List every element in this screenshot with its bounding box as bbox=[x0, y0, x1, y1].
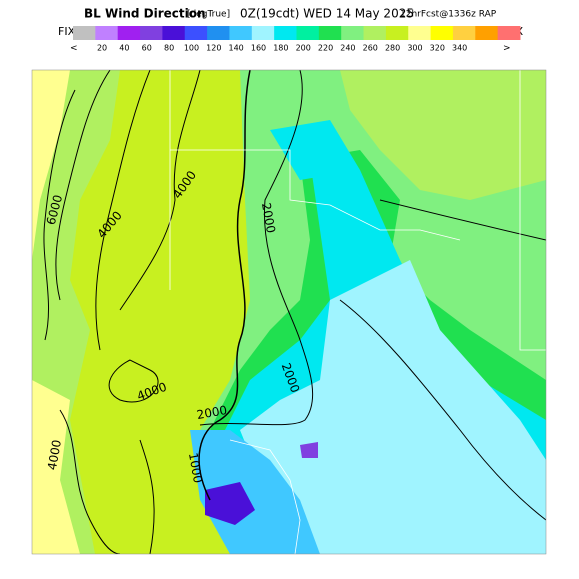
colorbar-swatch bbox=[95, 26, 119, 40]
title-units: [degTrue] bbox=[187, 10, 230, 20]
colorbar-label: 180 bbox=[273, 44, 288, 53]
colorbar-label: 40 bbox=[119, 44, 129, 53]
colorbar-swatch bbox=[184, 26, 208, 40]
colorbar-swatch bbox=[296, 26, 320, 40]
colorbar-label: 160 bbox=[251, 44, 266, 53]
colorbar-swatch bbox=[318, 26, 342, 40]
boundaries bbox=[169, 70, 546, 554]
colorbar-swatch bbox=[363, 26, 387, 40]
colorbar-label: 100 bbox=[184, 44, 199, 53]
title: BL Wind Direction [degTrue] 0Z(19cdt) WE… bbox=[84, 7, 497, 21]
colorbar-left: FIX bbox=[58, 25, 76, 38]
colorbar-swatch bbox=[341, 26, 365, 40]
colorbar-more: > bbox=[503, 44, 511, 54]
colorbar-swatch bbox=[73, 26, 96, 40]
title-forecast: 12hrFcst@1336z RAP bbox=[400, 10, 497, 20]
colorbar-label: 340 bbox=[452, 44, 467, 53]
colorbar-label: 280 bbox=[385, 44, 400, 53]
colorbar-swatch bbox=[408, 26, 432, 40]
colorbar-label: 140 bbox=[229, 44, 244, 53]
colorbar-swatch bbox=[162, 26, 186, 40]
colorbar-label: 80 bbox=[164, 44, 174, 53]
wind-area bbox=[190, 430, 320, 554]
colorbar-swatch bbox=[140, 26, 163, 40]
contour-label: 2000 bbox=[259, 202, 278, 235]
wind-area bbox=[270, 120, 360, 180]
colorbar-label: 220 bbox=[318, 44, 333, 53]
wind-area bbox=[205, 482, 255, 525]
terrain-area bbox=[32, 380, 80, 554]
colorbar-label: 200 bbox=[296, 44, 311, 53]
colorbar-swatch bbox=[251, 26, 275, 40]
contour-label: 1000 bbox=[186, 452, 205, 485]
title-time: 0Z(19cdt) WED 14 May 2025 bbox=[240, 7, 414, 21]
colorbar-less: < bbox=[70, 44, 78, 54]
contour-label: 2000 bbox=[196, 403, 229, 422]
wind-area bbox=[240, 260, 546, 554]
colorbar-swatch bbox=[117, 26, 141, 40]
colorbar-label: 20 bbox=[97, 44, 107, 53]
colorbar-swatch bbox=[229, 26, 253, 40]
terrain-area bbox=[32, 70, 70, 260]
contour-label: 4000 bbox=[45, 439, 64, 472]
colorbar-label: 260 bbox=[363, 44, 378, 53]
wind-area bbox=[300, 442, 318, 458]
colorbar-label: 240 bbox=[340, 44, 355, 53]
colorbar-swatch bbox=[274, 26, 297, 40]
colorbar-swatch bbox=[452, 26, 476, 40]
colorbar-swatch bbox=[430, 26, 454, 40]
colorbar-label: 120 bbox=[206, 44, 221, 53]
map-frame bbox=[31, 69, 547, 555]
colorbar-label: 300 bbox=[407, 44, 422, 53]
colorbar-swatch bbox=[475, 26, 499, 40]
colorbar-swatch bbox=[385, 26, 409, 40]
wind-area bbox=[340, 70, 546, 200]
title-text: BL Wind Direction bbox=[84, 7, 206, 21]
colorbar-swatch bbox=[207, 26, 230, 40]
colorbar-label: 320 bbox=[430, 44, 445, 53]
contours bbox=[43, 70, 546, 554]
colorbar-swatch bbox=[497, 26, 521, 40]
colorbar: FIX FIX < > 2040608010012014016018020022… bbox=[58, 25, 524, 54]
colorbar-label: 60 bbox=[142, 44, 152, 53]
